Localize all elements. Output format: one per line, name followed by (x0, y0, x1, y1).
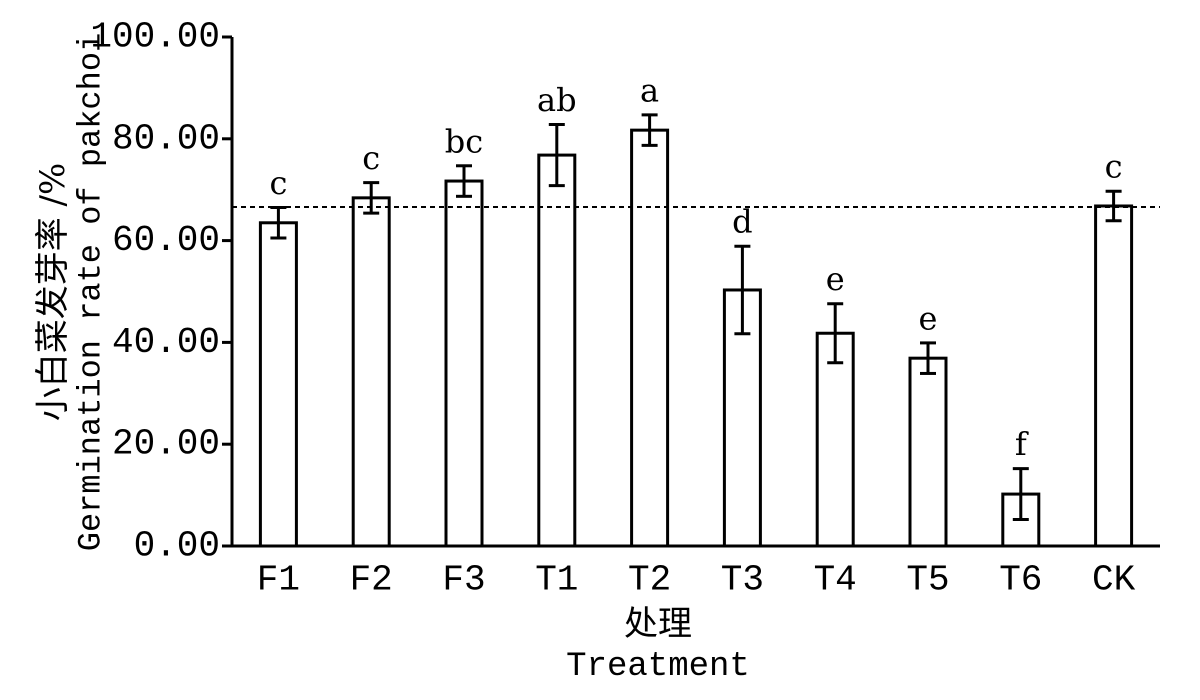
x-tick-label: T4 (814, 560, 857, 601)
significance-letter: a (640, 71, 659, 109)
bar (444, 179, 484, 548)
bar (258, 221, 298, 548)
x-tick-label: F3 (442, 560, 485, 601)
x-tick-label: F2 (350, 560, 393, 601)
bar (537, 153, 577, 548)
error-bar (1012, 467, 1029, 522)
y-tick-label: 0.00 (134, 526, 220, 567)
bar (908, 356, 948, 548)
y-axis-title: 小白菜发芽率 /% Germination rate of pakchoi (33, 33, 109, 551)
error-bar (363, 181, 380, 215)
significance-letter: f (1015, 425, 1029, 463)
x-tick-label: T5 (906, 560, 949, 601)
x-axis-title-en: Treatment (566, 648, 750, 686)
significance-letter: e (919, 299, 938, 337)
x-tick-label: T1 (535, 560, 578, 601)
y-tick-label: 60.00 (112, 220, 220, 261)
significance-letter: bc (445, 122, 483, 160)
significance-letter: c (1105, 148, 1123, 186)
bar (815, 331, 855, 548)
bar (351, 196, 391, 548)
y-tick-label: 20.00 (112, 424, 220, 465)
x-tick-label: CK (1092, 560, 1136, 601)
significance-letter: ab (537, 81, 577, 119)
significance-letter: d (732, 203, 752, 241)
significance-letter: c (269, 164, 287, 202)
y-tick-label: 80.00 (112, 118, 220, 159)
x-tick-label: T6 (999, 560, 1042, 601)
error-bar (548, 123, 565, 188)
bar (1094, 204, 1134, 548)
y-tick-label: 100.00 (90, 17, 220, 58)
x-tick-label: T2 (628, 560, 671, 601)
x-tick-label: T3 (721, 560, 764, 601)
error-bar (641, 113, 658, 147)
significance-letter: c (362, 139, 380, 177)
x-axis-title-cn: 处理 (624, 604, 692, 644)
error-bar (1105, 189, 1122, 223)
error-bar (920, 341, 936, 375)
bar (630, 128, 670, 548)
significance-letter: e (826, 260, 845, 298)
error-bar (827, 302, 844, 365)
error-bar (734, 244, 751, 336)
y-tick-label: 40.00 (112, 322, 220, 363)
y-axis-title-cn: 小白菜发芽率 /% (33, 163, 73, 422)
y-axis-title-en: Germination rate of pakchoi (72, 33, 109, 551)
error-bar (456, 164, 472, 198)
x-tick-label: F1 (257, 560, 300, 601)
